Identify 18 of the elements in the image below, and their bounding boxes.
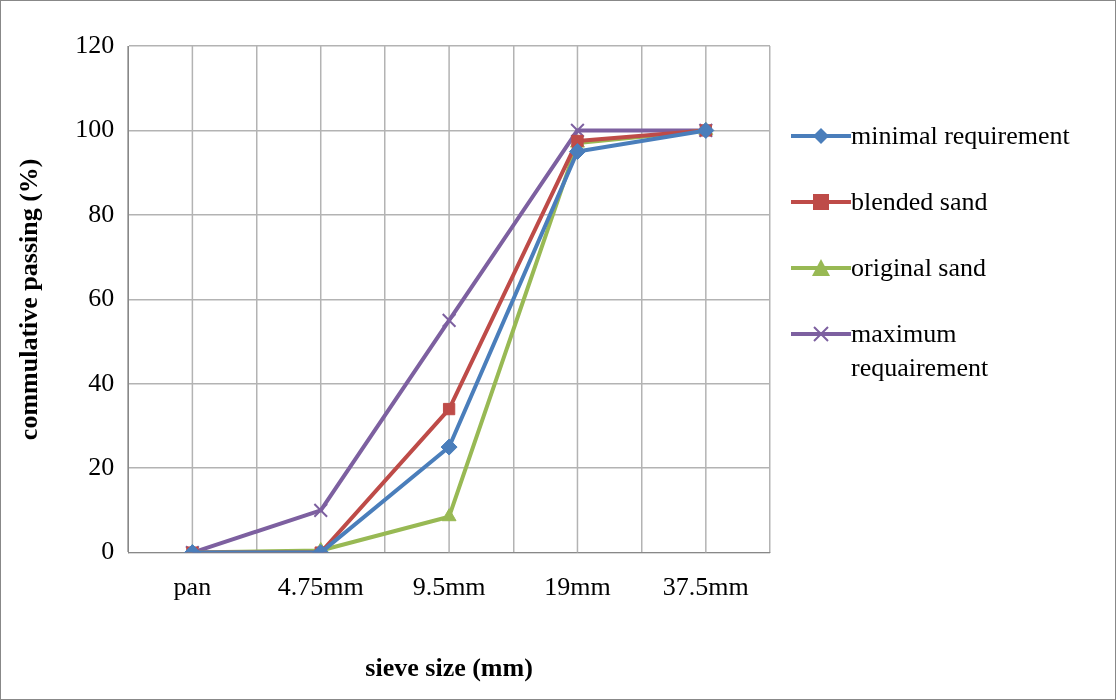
x-tick-label: 19mm xyxy=(544,572,611,602)
y-tick-label: 20 xyxy=(88,451,115,481)
y-tick-label: 60 xyxy=(88,283,115,313)
y-tick-label: 100 xyxy=(75,114,115,144)
y-tick-label: 0 xyxy=(101,536,115,566)
x-tick-label: 9.5mm xyxy=(412,572,486,602)
y-tick-label: 80 xyxy=(88,198,115,228)
x-tick-label: 4.75mm xyxy=(277,572,364,602)
legend-label: original sand xyxy=(851,252,987,284)
x-tick-label: pan xyxy=(173,572,212,602)
x-tick-label: 37.5mm xyxy=(662,572,749,602)
y-tick-label: 40 xyxy=(88,367,115,397)
y-tick-label: 120 xyxy=(75,29,115,59)
legend-label: blended sand xyxy=(851,186,988,218)
legend-label: maximum requairement xyxy=(851,318,990,384)
y-axis-title: commulative passing (%) xyxy=(14,158,44,441)
x-axis-title: sieve size (mm) xyxy=(365,653,533,683)
legend-label: minimal requirement xyxy=(851,120,1070,152)
